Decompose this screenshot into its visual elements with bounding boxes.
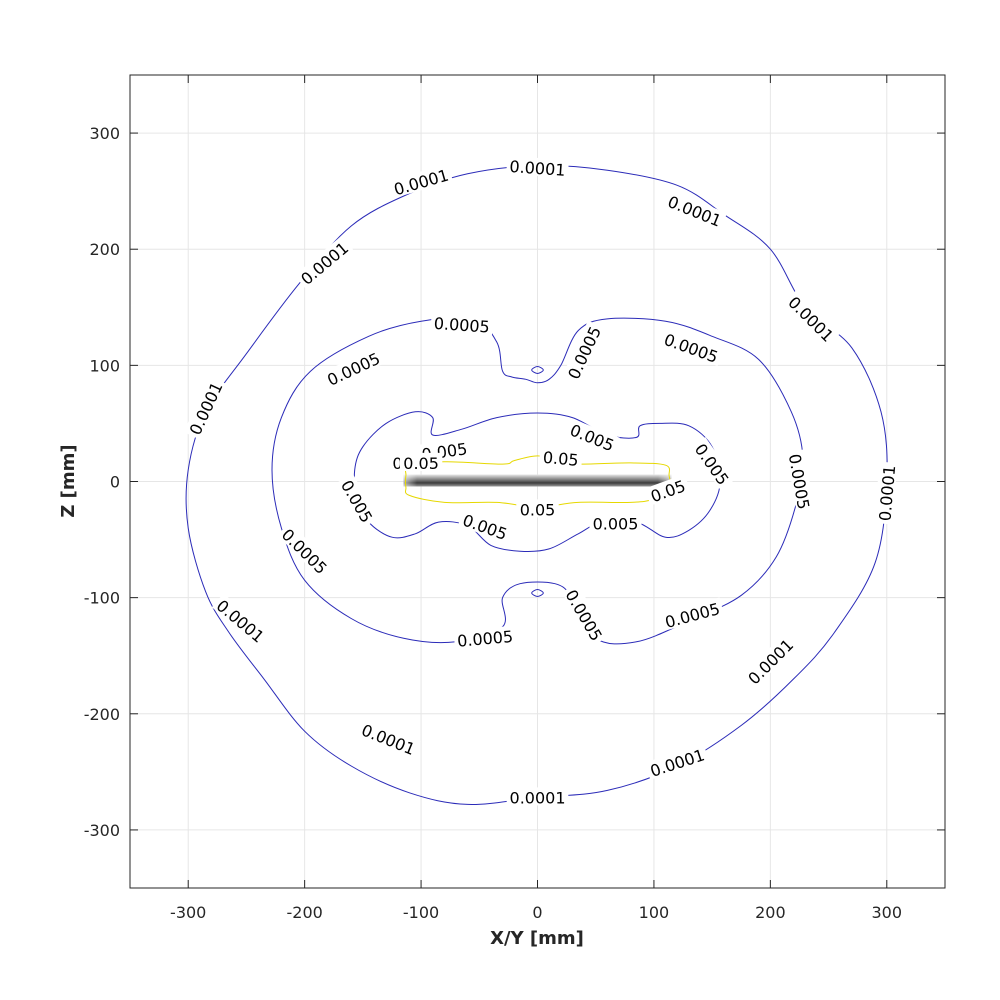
y-tick-label: -200 bbox=[84, 705, 120, 724]
contour-label-group: 0.005 bbox=[589, 513, 642, 533]
y-tick-label: -300 bbox=[84, 821, 120, 840]
contour-label-bg bbox=[663, 190, 728, 230]
x-tick-label: -100 bbox=[403, 903, 439, 922]
contour-label-bg bbox=[874, 461, 898, 525]
contour-line-0_0005 bbox=[531, 365, 544, 375]
contour-label-bg bbox=[538, 446, 583, 469]
contour-label: 0.0001 bbox=[875, 464, 899, 521]
x-tick-label: -300 bbox=[170, 903, 206, 922]
contour-label: 0.0005 bbox=[456, 627, 513, 651]
axis-ticks: -300 -200 -100 0 100 200 300 -300 -200 -100 0 100 20… bbox=[84, 75, 945, 922]
contour-label-bg bbox=[506, 155, 569, 179]
y-axis-title: Z [mm] bbox=[58, 444, 79, 517]
contour-label-bg bbox=[356, 718, 421, 759]
contour-label-bg bbox=[783, 290, 840, 347]
contour-label-bg bbox=[277, 522, 334, 579]
contour-label-group: 0.0001 bbox=[874, 461, 899, 525]
contour-label-group: 0.05 bbox=[516, 499, 559, 519]
contour-label-group: 0.0005 bbox=[453, 625, 517, 651]
y-tick-label: 0 bbox=[110, 473, 120, 492]
contour-label-bg bbox=[741, 632, 798, 689]
contour-label: 0.0001 bbox=[509, 157, 566, 180]
contour-label-bg bbox=[589, 513, 642, 532]
y-tick-label: 100 bbox=[89, 356, 120, 375]
y-tick-label: 200 bbox=[89, 240, 120, 259]
contour-label-group: 0.0001 bbox=[506, 155, 569, 180]
contour-label-bg bbox=[644, 474, 691, 506]
x-tick-label: 300 bbox=[872, 903, 903, 922]
contour-label-bg bbox=[337, 473, 379, 528]
contour-label-bg bbox=[786, 449, 815, 514]
contour-label-bg bbox=[294, 235, 354, 290]
contour-label: 0.0001 bbox=[510, 788, 566, 807]
x-axis-title: X/Y [mm] bbox=[490, 928, 584, 949]
contour-label-bg bbox=[516, 499, 559, 518]
contour-line-0_0005 bbox=[531, 588, 544, 598]
contour-label-group: 0.0005 bbox=[430, 312, 494, 337]
contour-line-0_005 bbox=[353, 411, 721, 553]
contour-label-bg bbox=[457, 508, 513, 544]
contour-label: 0.005 bbox=[593, 514, 639, 533]
contour-label-bg bbox=[690, 437, 736, 490]
contour-label-group: 0.05 bbox=[538, 446, 583, 470]
contour-label-bg bbox=[211, 593, 271, 647]
contour-label-bg bbox=[659, 597, 725, 631]
contour-label-bg bbox=[659, 327, 724, 366]
x-tick-label: 0 bbox=[532, 903, 542, 922]
contour-label-bg bbox=[388, 163, 453, 199]
x-tick-label: 100 bbox=[639, 903, 670, 922]
source-layer bbox=[403, 474, 672, 487]
contour-label: 0.05 bbox=[542, 448, 579, 470]
contour-label-bg bbox=[183, 376, 226, 440]
contour-label-bg bbox=[565, 418, 621, 455]
source-rod-highlight bbox=[403, 474, 672, 487]
contour-label-bg bbox=[321, 346, 385, 390]
contour-label: 0.0005 bbox=[433, 314, 490, 337]
contour-line-0_05 bbox=[404, 455, 671, 508]
contour-label: 0.05 bbox=[520, 500, 556, 519]
contour-label-bg bbox=[644, 743, 709, 780]
y-tick-label: 300 bbox=[89, 124, 120, 143]
contour-label-bg bbox=[562, 320, 605, 384]
contour-label-bg bbox=[453, 625, 517, 649]
contour-label-bg bbox=[506, 787, 569, 806]
contour-label: 0.05 bbox=[403, 454, 439, 473]
contour-label-bg bbox=[561, 583, 609, 646]
contour-label-bg bbox=[430, 312, 494, 335]
contour-label-group: 0.0001 bbox=[506, 787, 569, 807]
contour-label-bg bbox=[399, 452, 443, 471]
contour-label-group: 0.05 bbox=[399, 452, 443, 473]
x-tick-label: 200 bbox=[755, 903, 786, 922]
x-tick-label: -200 bbox=[286, 903, 322, 922]
y-tick-label: -100 bbox=[84, 589, 120, 608]
